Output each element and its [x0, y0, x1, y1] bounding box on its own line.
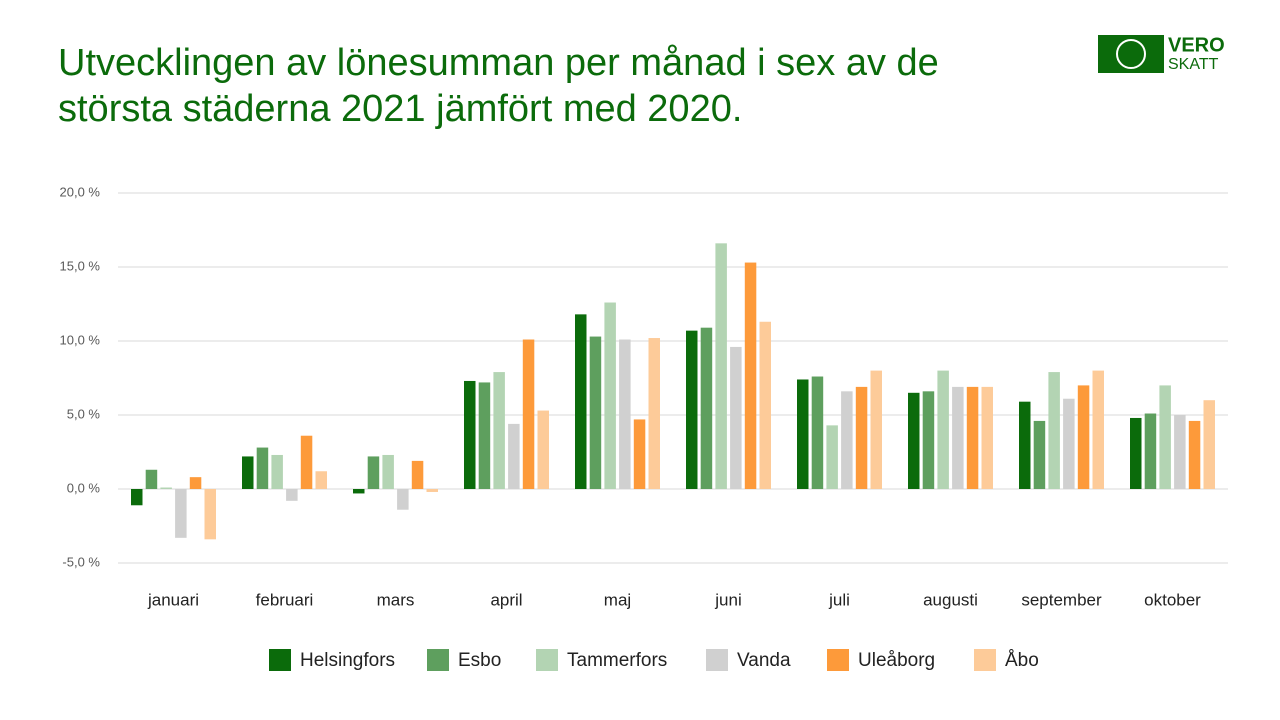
bar	[589, 336, 602, 489]
x-tick-label: oktober	[1144, 590, 1201, 609]
legend-swatch	[706, 649, 728, 671]
bar	[575, 314, 587, 489]
logo-text: SKATT	[1168, 56, 1219, 73]
bar	[1174, 415, 1186, 489]
bar	[1063, 398, 1075, 489]
x-tick-label: juli	[828, 590, 850, 609]
bar	[700, 327, 713, 489]
bar	[633, 419, 646, 489]
bar	[604, 302, 616, 489]
x-tick-label: augusti	[923, 590, 978, 609]
bar	[981, 386, 993, 489]
legend-label: Åbo	[1005, 650, 1039, 671]
y-tick-label: 20,0 %	[60, 184, 101, 199]
legend-label: Tammerfors	[567, 650, 667, 671]
legend-swatch	[427, 649, 449, 671]
bar	[1188, 420, 1201, 489]
bar	[937, 370, 949, 489]
y-tick-label: -5,0 %	[62, 554, 100, 569]
x-tick-label: juni	[714, 590, 741, 609]
legend-label: Esbo	[458, 650, 501, 671]
x-tick-label: mars	[377, 590, 415, 609]
bar	[508, 423, 520, 489]
x-tick-label: september	[1021, 590, 1102, 609]
bar	[426, 489, 438, 492]
y-tick-label: 0,0 %	[67, 480, 101, 495]
bar	[145, 469, 158, 489]
bar	[256, 447, 269, 489]
bar	[537, 410, 549, 489]
bar	[271, 454, 283, 489]
bar	[1019, 401, 1031, 489]
legend-swatch	[269, 649, 291, 671]
bar	[966, 386, 979, 489]
logo-emblem	[1116, 39, 1146, 69]
bar	[1033, 420, 1046, 489]
bar	[730, 346, 742, 489]
logo-box	[1098, 35, 1164, 73]
bar	[175, 489, 187, 538]
bar	[841, 391, 853, 489]
bar	[1144, 413, 1157, 489]
bar	[826, 425, 838, 489]
bar	[204, 489, 216, 540]
bar	[242, 456, 254, 489]
bar	[908, 392, 920, 489]
bar	[397, 489, 409, 510]
legend-swatch	[536, 649, 558, 671]
bar	[797, 379, 809, 489]
bar	[619, 339, 631, 489]
bar	[1092, 370, 1104, 489]
logo: VERO SKATT	[1098, 34, 1225, 73]
bar	[1048, 372, 1060, 489]
bar	[382, 454, 394, 489]
bar	[1159, 385, 1171, 489]
legend-label: Uleåborg	[858, 650, 935, 671]
logo-text: VERO	[1168, 34, 1225, 56]
bar	[160, 487, 172, 489]
legend-label: Helsingfors	[300, 650, 395, 671]
bar	[189, 477, 202, 489]
x-tick-label: januari	[147, 590, 199, 609]
bar	[855, 386, 868, 489]
y-tick-label: 10,0 %	[60, 332, 101, 347]
legend-label: Vanda	[737, 650, 791, 671]
bar	[811, 376, 824, 489]
x-tick-label: maj	[604, 590, 631, 609]
bar	[952, 386, 964, 489]
bar	[922, 391, 935, 489]
bar	[353, 489, 365, 494]
bar	[522, 339, 535, 489]
bar	[759, 321, 771, 489]
bar	[715, 243, 727, 489]
x-tick-label: april	[490, 590, 522, 609]
bar	[744, 262, 757, 489]
x-tick-label: februari	[256, 590, 314, 609]
chart-title: Utvecklingen av lönesumman per månad i s…	[58, 42, 939, 130]
bar	[286, 489, 298, 501]
bar	[411, 460, 424, 489]
legend-swatch	[827, 649, 849, 671]
bar	[315, 471, 327, 489]
legend-swatch	[974, 649, 996, 671]
bar	[478, 382, 491, 489]
y-tick-label: 15,0 %	[60, 258, 101, 273]
bar	[300, 435, 313, 489]
bar	[648, 338, 660, 489]
bar	[1077, 385, 1090, 489]
bar	[1130, 417, 1142, 489]
bar	[870, 370, 882, 489]
bar	[686, 330, 698, 489]
bar	[367, 456, 380, 489]
y-tick-label: 5,0 %	[67, 406, 101, 421]
bar	[131, 489, 143, 506]
bar	[464, 380, 476, 489]
bar	[493, 372, 505, 489]
bar	[1203, 400, 1215, 489]
